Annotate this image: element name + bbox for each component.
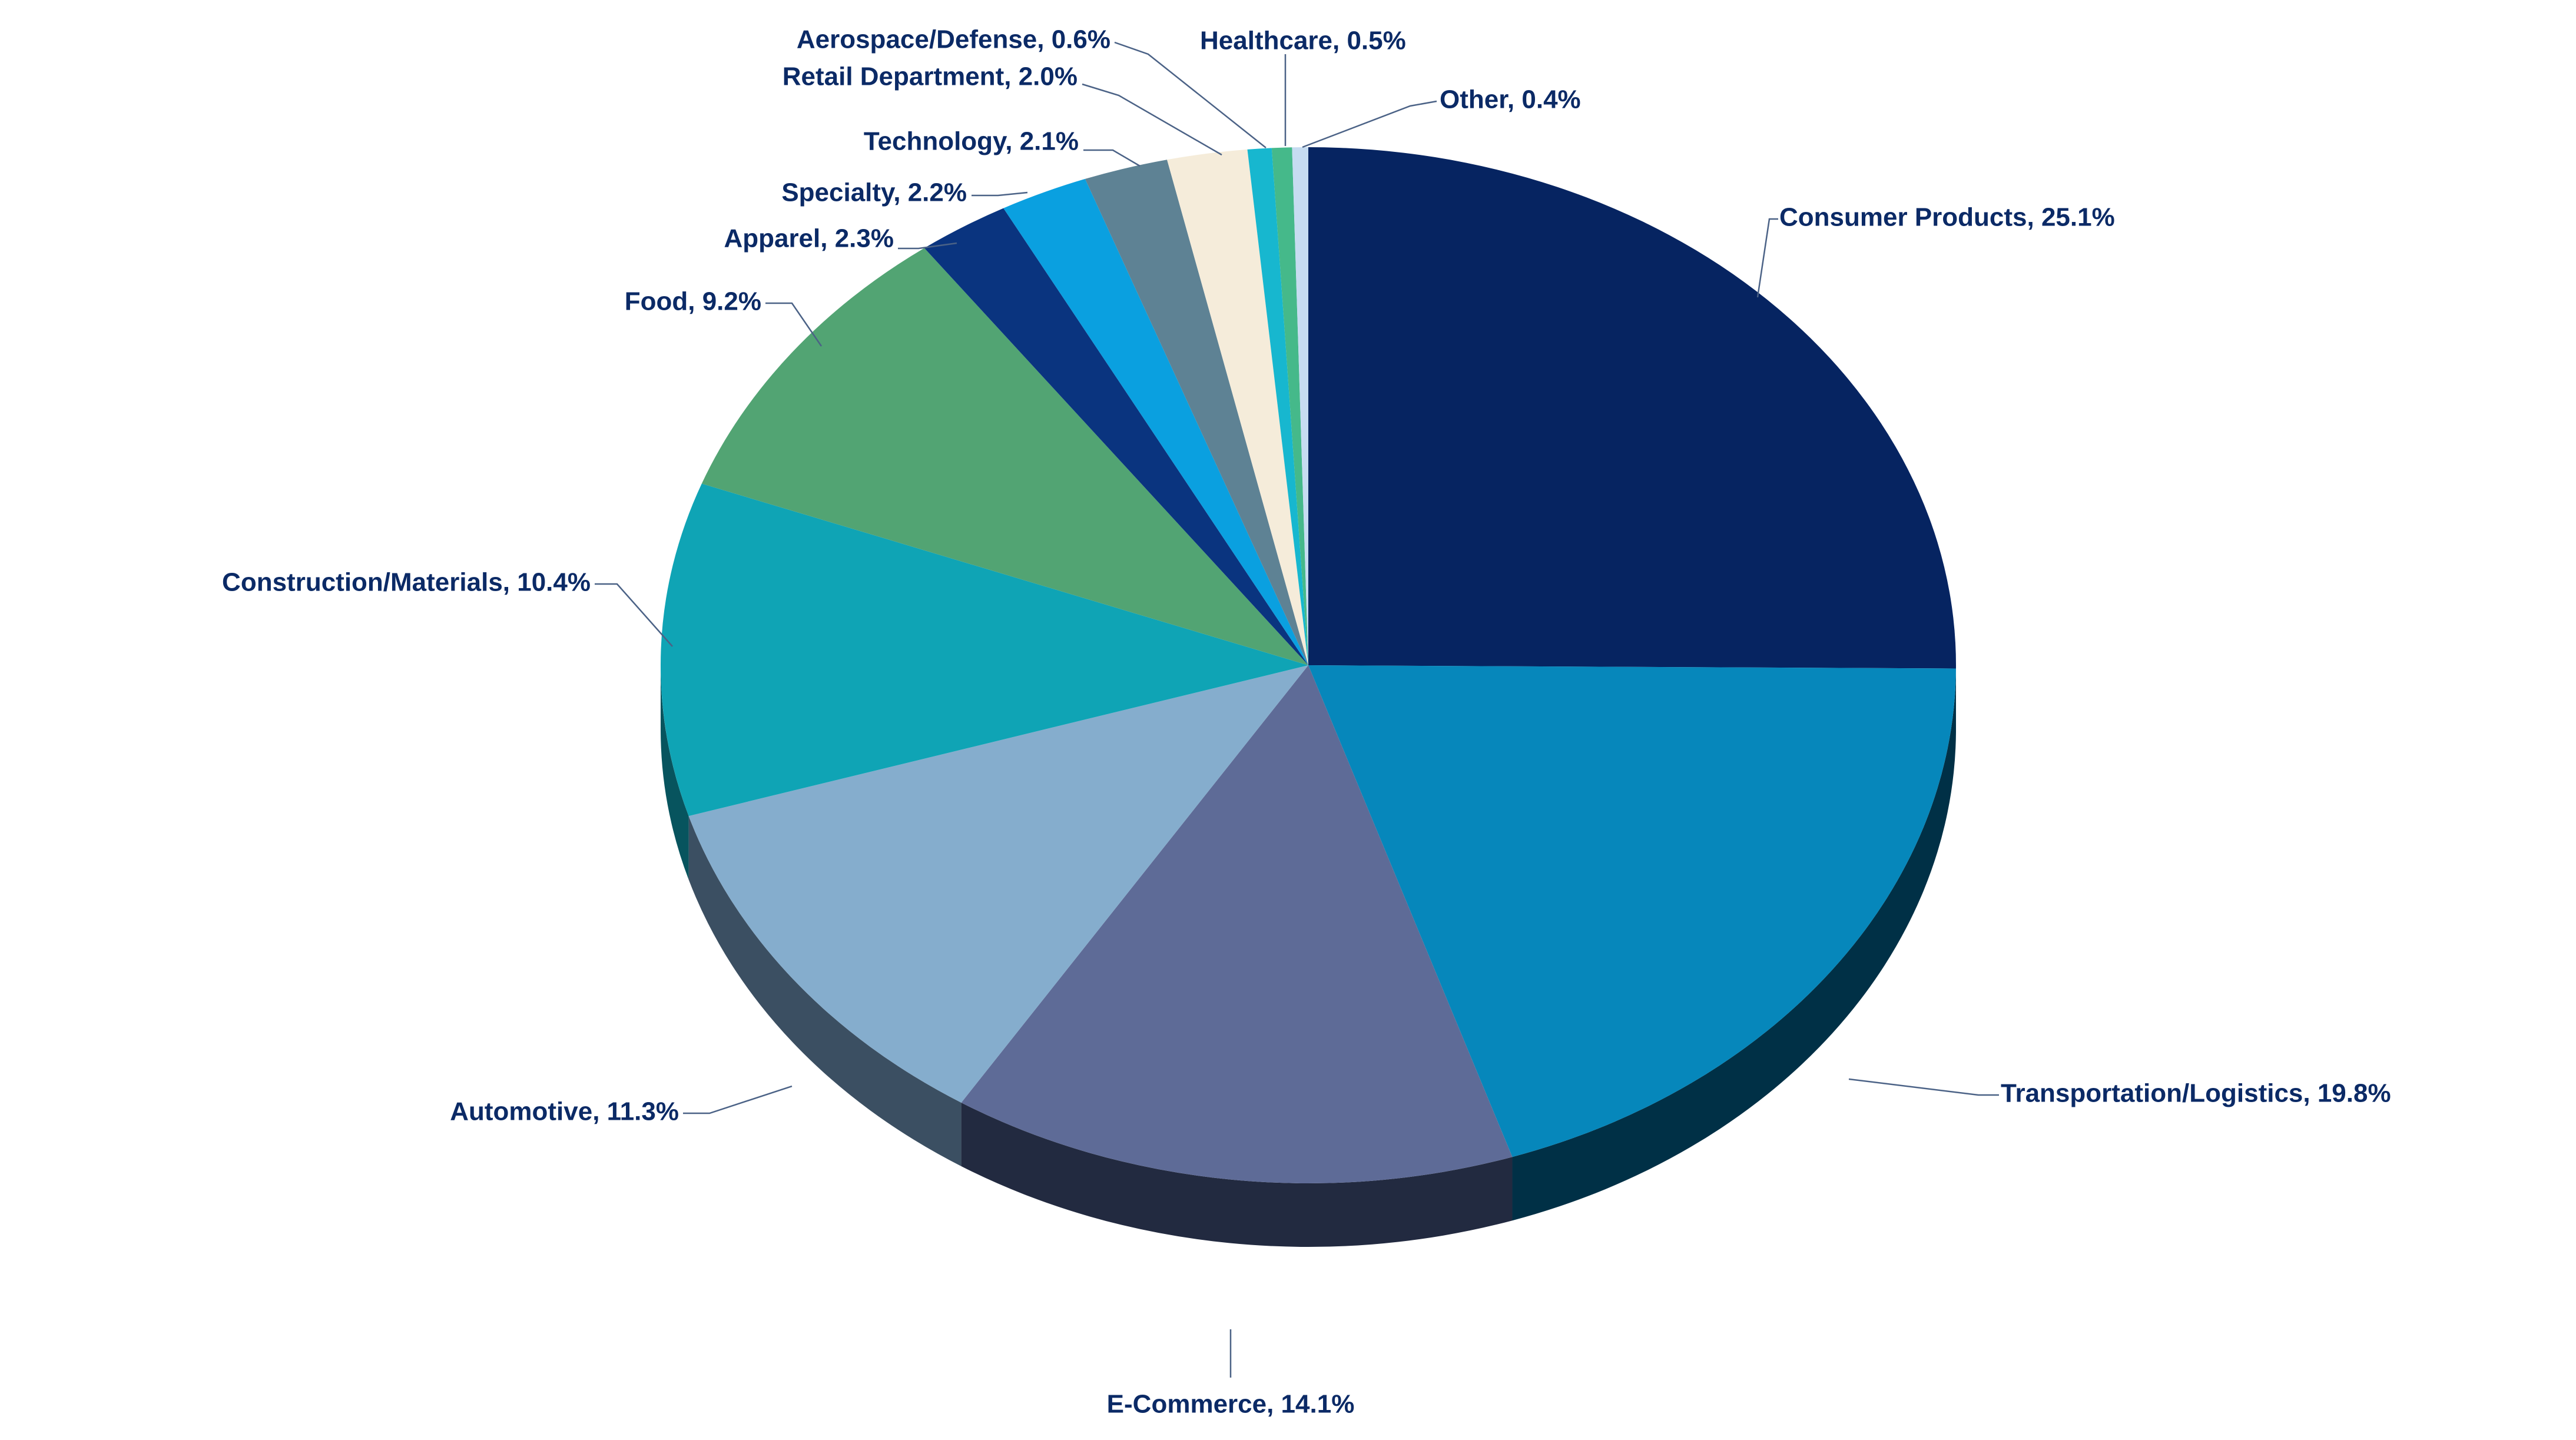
pie-slice-transportation-logistics <box>1308 665 1956 1157</box>
leader-line-specialty <box>972 191 1028 197</box>
slice-label-retail-department: Retail Department, 2.0% <box>783 62 1078 91</box>
pie-slice-retail-department <box>1167 149 1308 666</box>
pie-side-construction-materials <box>661 665 689 880</box>
slice-label-construction-materials: Construction/Materials, 10.4% <box>222 568 591 597</box>
pie-slice-specialty <box>1003 178 1308 666</box>
leader-line-other <box>1302 100 1437 148</box>
pie-slice-construction-materials <box>661 483 1308 817</box>
leader-line-consumer-products <box>1756 218 1778 298</box>
pie-slice-food <box>701 248 1308 665</box>
slice-label-technology: Technology, 2.1% <box>864 127 1079 156</box>
pie-slice-other <box>1292 147 1308 665</box>
slice-label-transportation-logistics: Transportation/Logistics, 19.8% <box>2001 1079 2391 1108</box>
pie-side-automotive <box>688 816 962 1167</box>
pie-slice-e-commerce <box>961 665 1513 1183</box>
pie-depth-sides <box>661 665 1956 1247</box>
slice-label-automotive: Automotive, 11.3% <box>450 1097 679 1126</box>
slice-labels: Consumer Products, 25.1% Transportation/L… <box>222 25 2391 1419</box>
pie-slice-automotive <box>688 665 1308 1103</box>
slice-label-healthcare: Healthcare, 0.5% <box>1200 26 1406 55</box>
pie-slice-technology <box>1085 160 1308 665</box>
leader-line-technology <box>1083 149 1141 167</box>
leader-line-automotive <box>683 1085 793 1114</box>
slice-label-e-commerce: E-Commerce, 14.1% <box>1107 1390 1355 1419</box>
pie-slice-healthcare <box>1271 147 1308 666</box>
slice-label-specialty: Specialty, 2.2% <box>781 178 967 207</box>
slice-label-consumer-products: Consumer Products, 25.1% <box>1779 203 2115 232</box>
pie-slice-aerospace-defense <box>1247 148 1308 666</box>
leader-line-apparel <box>898 242 957 250</box>
leader-line-aerospace-defense <box>1114 41 1267 148</box>
leader-line-retail-department <box>1082 83 1222 156</box>
leader-lines <box>595 41 1999 1378</box>
slice-label-aerospace-defense: Aerospace/Defense, 0.6% <box>797 25 1110 54</box>
leader-line-construction-materials <box>595 583 673 647</box>
pie-side-transportation-logistics <box>1512 668 1956 1221</box>
slice-label-other: Other, 0.4% <box>1440 85 1581 114</box>
pie-slices <box>661 147 1956 1183</box>
pie-slice-consumer-products <box>1308 147 1956 669</box>
slice-label-food: Food, 9.2% <box>625 287 761 316</box>
pie-slice-apparel <box>924 208 1308 665</box>
leader-line-transportation-logistics <box>1848 1078 1999 1096</box>
pie-side-e-commerce <box>961 1103 1513 1247</box>
slice-label-apparel: Apparel, 2.3% <box>724 224 894 253</box>
leader-line-food <box>765 302 823 347</box>
